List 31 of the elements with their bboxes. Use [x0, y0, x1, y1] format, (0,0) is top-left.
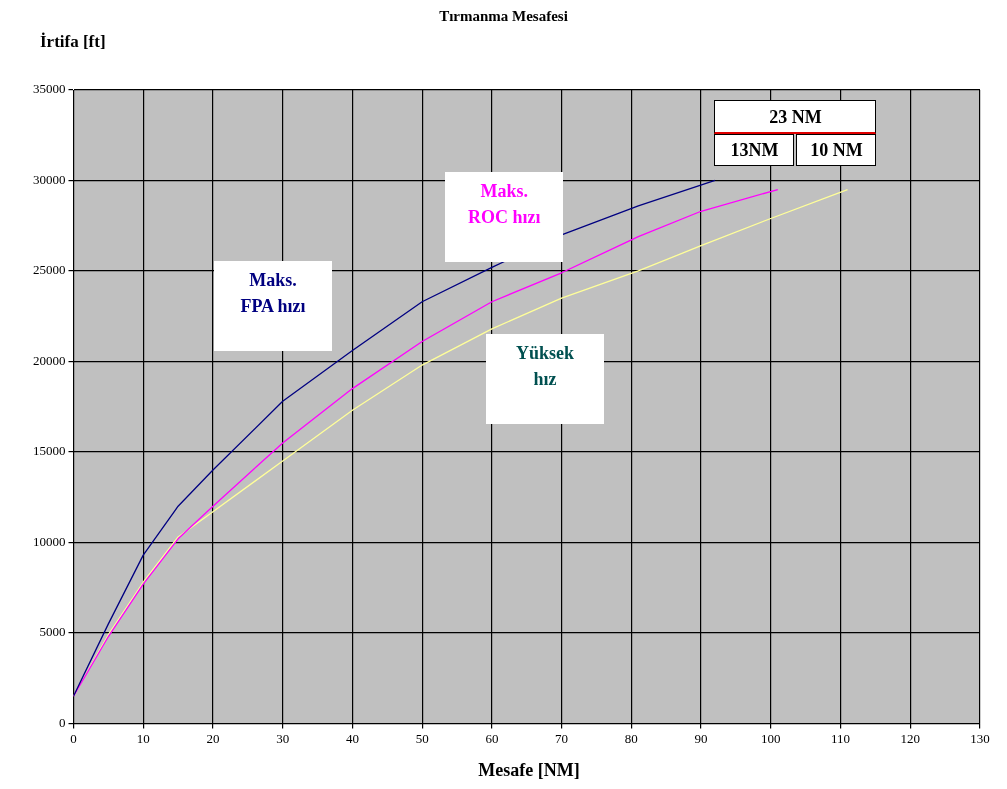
- x-tick-label: 90: [694, 730, 708, 746]
- y-tick-label: 20000: [33, 352, 66, 368]
- x-tick-label: 80: [624, 730, 638, 746]
- y-tick-label: 35000: [33, 81, 66, 97]
- x-tick-label: 70: [555, 730, 569, 746]
- x-tick-label: 100: [761, 730, 781, 746]
- chart-title: Tırmanma Mesafesi: [438, 8, 569, 25]
- x-tick-label: 0: [70, 730, 77, 746]
- y-tick-label: 25000: [33, 262, 66, 278]
- label-box: Maks. FPA hızı: [214, 261, 332, 351]
- label-box: Yüksek hız: [485, 333, 604, 424]
- x-tick-label: 120: [900, 730, 921, 746]
- y-tick-label: 0: [59, 714, 66, 730]
- label-box: Maks. ROC hızı: [445, 172, 564, 263]
- x-tick-label: 40: [345, 730, 359, 746]
- y-tick-label: 30000: [33, 171, 66, 187]
- x-tick-label: 130: [970, 730, 990, 746]
- label-box: 23 NM: [714, 99, 877, 134]
- x-tick-label: 10: [136, 730, 150, 746]
- y-tick-label: 10000: [33, 533, 66, 549]
- x-tick-label: 110: [831, 730, 851, 746]
- x-tick-label: 20: [206, 730, 220, 746]
- x-tick-label: 60: [485, 730, 499, 746]
- x-axis-title: Mesafe [NM]: [477, 760, 581, 781]
- y-tick-label: 15000: [33, 443, 66, 459]
- y-tick-label: 5000: [39, 624, 66, 640]
- x-tick-label: 30: [276, 730, 290, 746]
- label-box: 13NM: [714, 133, 795, 166]
- label-box: 10 NM: [796, 133, 877, 166]
- y-axis-title: İrtifa [ft]: [40, 32, 106, 52]
- x-tick-label: 50: [415, 730, 429, 746]
